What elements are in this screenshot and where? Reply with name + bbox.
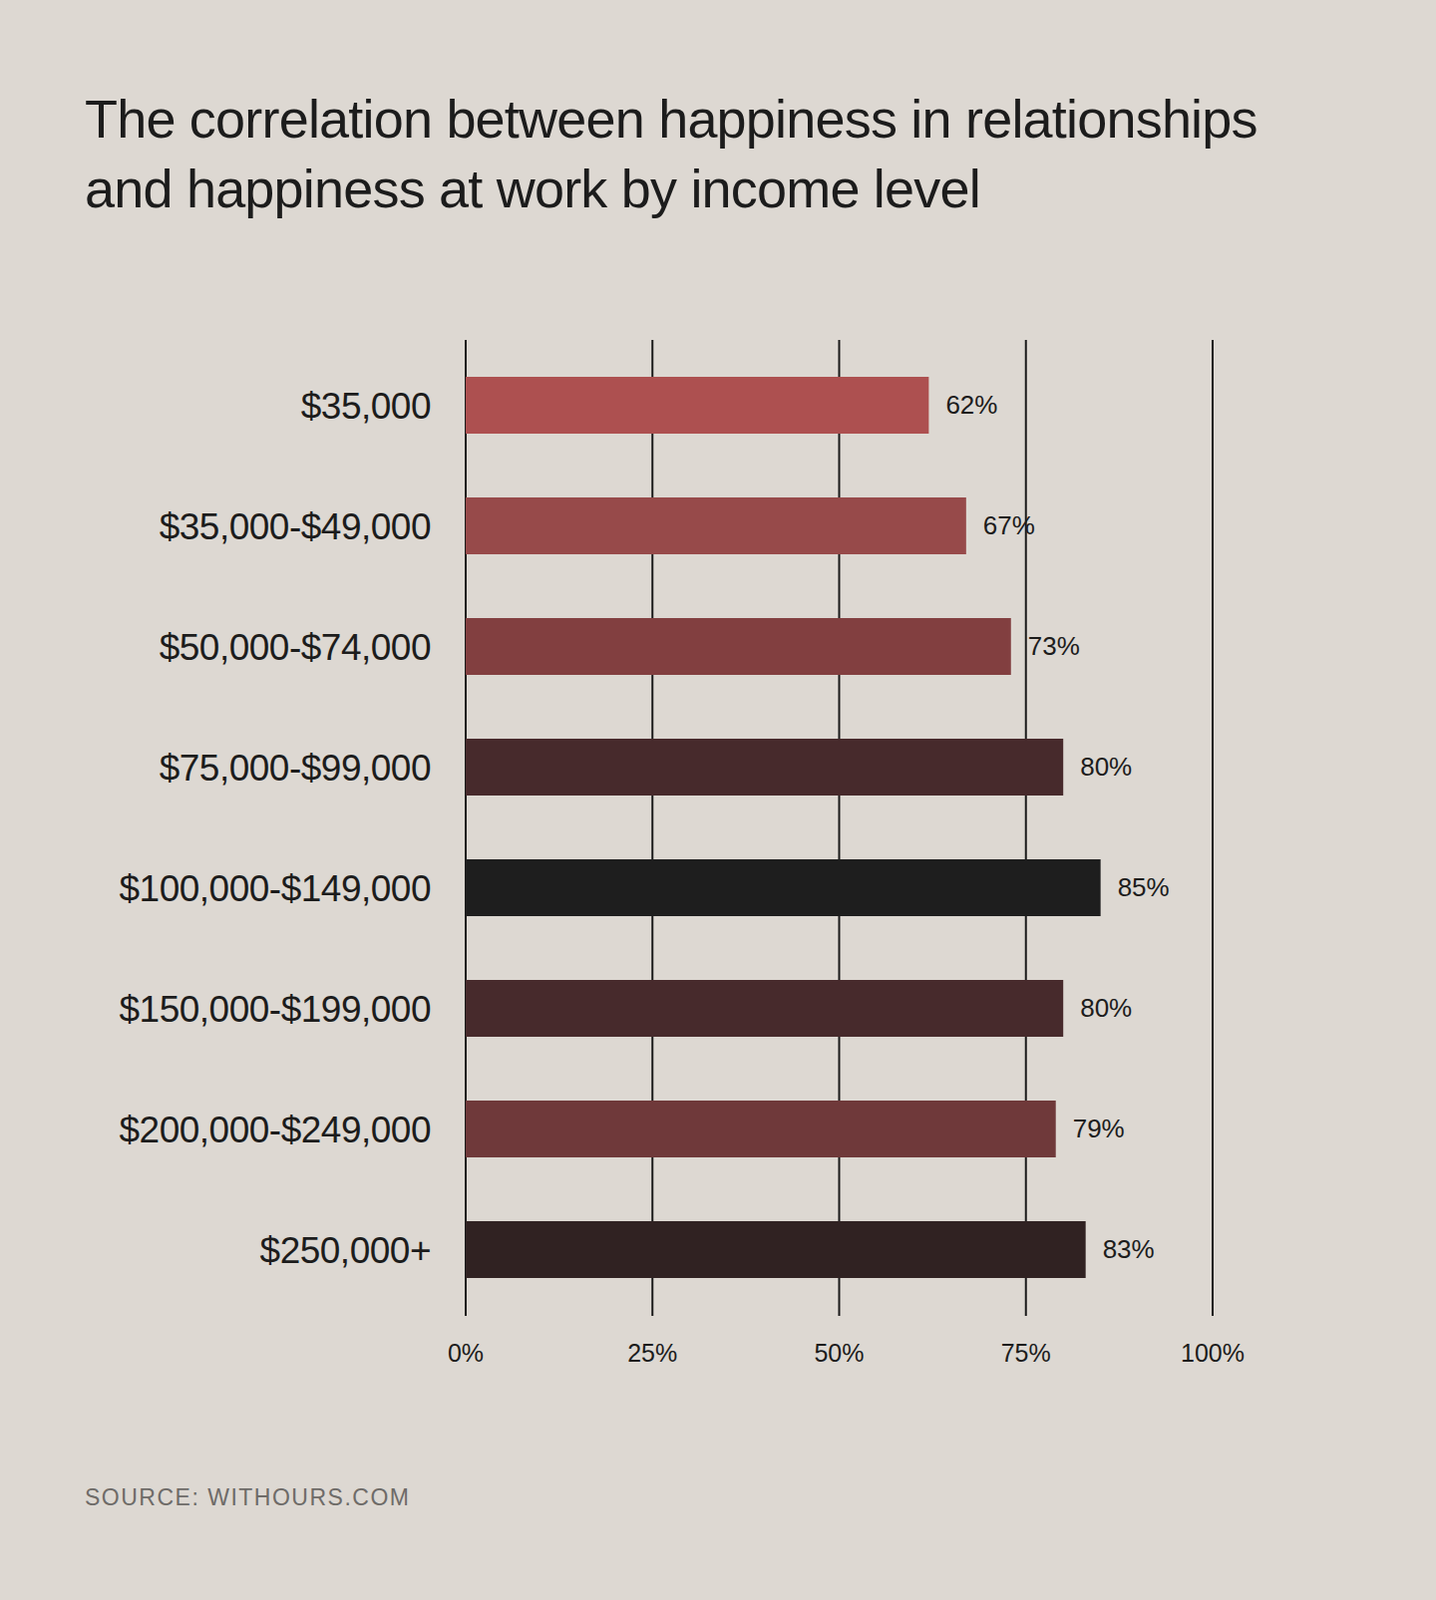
- grid: [465, 340, 1213, 1317]
- data-label: 80%: [1079, 751, 1132, 782]
- data-label: 62%: [945, 389, 998, 420]
- bar: [465, 738, 1064, 796]
- bar: [465, 497, 967, 555]
- bar: [465, 859, 1101, 917]
- data-label: 80%: [1079, 993, 1132, 1024]
- category-label: $100,000-$149,000: [119, 868, 431, 910]
- grid-line: [838, 340, 841, 1317]
- data-label: 83%: [1102, 1234, 1155, 1265]
- bar: [465, 618, 1012, 676]
- category-label: $250,000+: [260, 1230, 431, 1272]
- grid-line: [1025, 340, 1028, 1317]
- tick-label: 25%: [627, 1339, 678, 1368]
- category-label: $200,000-$249,000: [119, 1109, 431, 1151]
- bar: [465, 1100, 1057, 1158]
- grid-line: [1211, 340, 1214, 1317]
- bar: [465, 376, 929, 434]
- title: The correlation between happiness in rel…: [84, 88, 1258, 219]
- category-label: $150,000-$199,000: [119, 989, 431, 1031]
- chart: The correlation between happiness in rel…: [0, 0, 1436, 1600]
- bar: [465, 1221, 1086, 1279]
- category-label: $75,000-$99,000: [159, 747, 431, 789]
- tick-label: 0%: [447, 1339, 484, 1368]
- data-label: 79%: [1073, 1113, 1125, 1144]
- data-label: 85%: [1117, 872, 1170, 903]
- bar: [465, 980, 1064, 1038]
- tick-label: 50%: [813, 1339, 864, 1368]
- data-label: 73%: [1028, 631, 1080, 662]
- grid-line: [651, 340, 654, 1317]
- category-label: $35,000: [301, 385, 431, 427]
- grid-line: [464, 340, 467, 1317]
- bars: [465, 376, 1101, 1279]
- background: [0, 0, 1436, 1600]
- tick-label: 100%: [1180, 1339, 1245, 1368]
- category-label: $35,000-$49,000: [159, 506, 431, 548]
- data-label: 67%: [983, 510, 1036, 541]
- category-label: $50,000-$74,000: [159, 627, 431, 669]
- tick-label: 75%: [1001, 1339, 1052, 1368]
- axis-line: [464, 340, 467, 1317]
- source: SOURCE: WITHOURS.COM: [84, 1484, 410, 1511]
